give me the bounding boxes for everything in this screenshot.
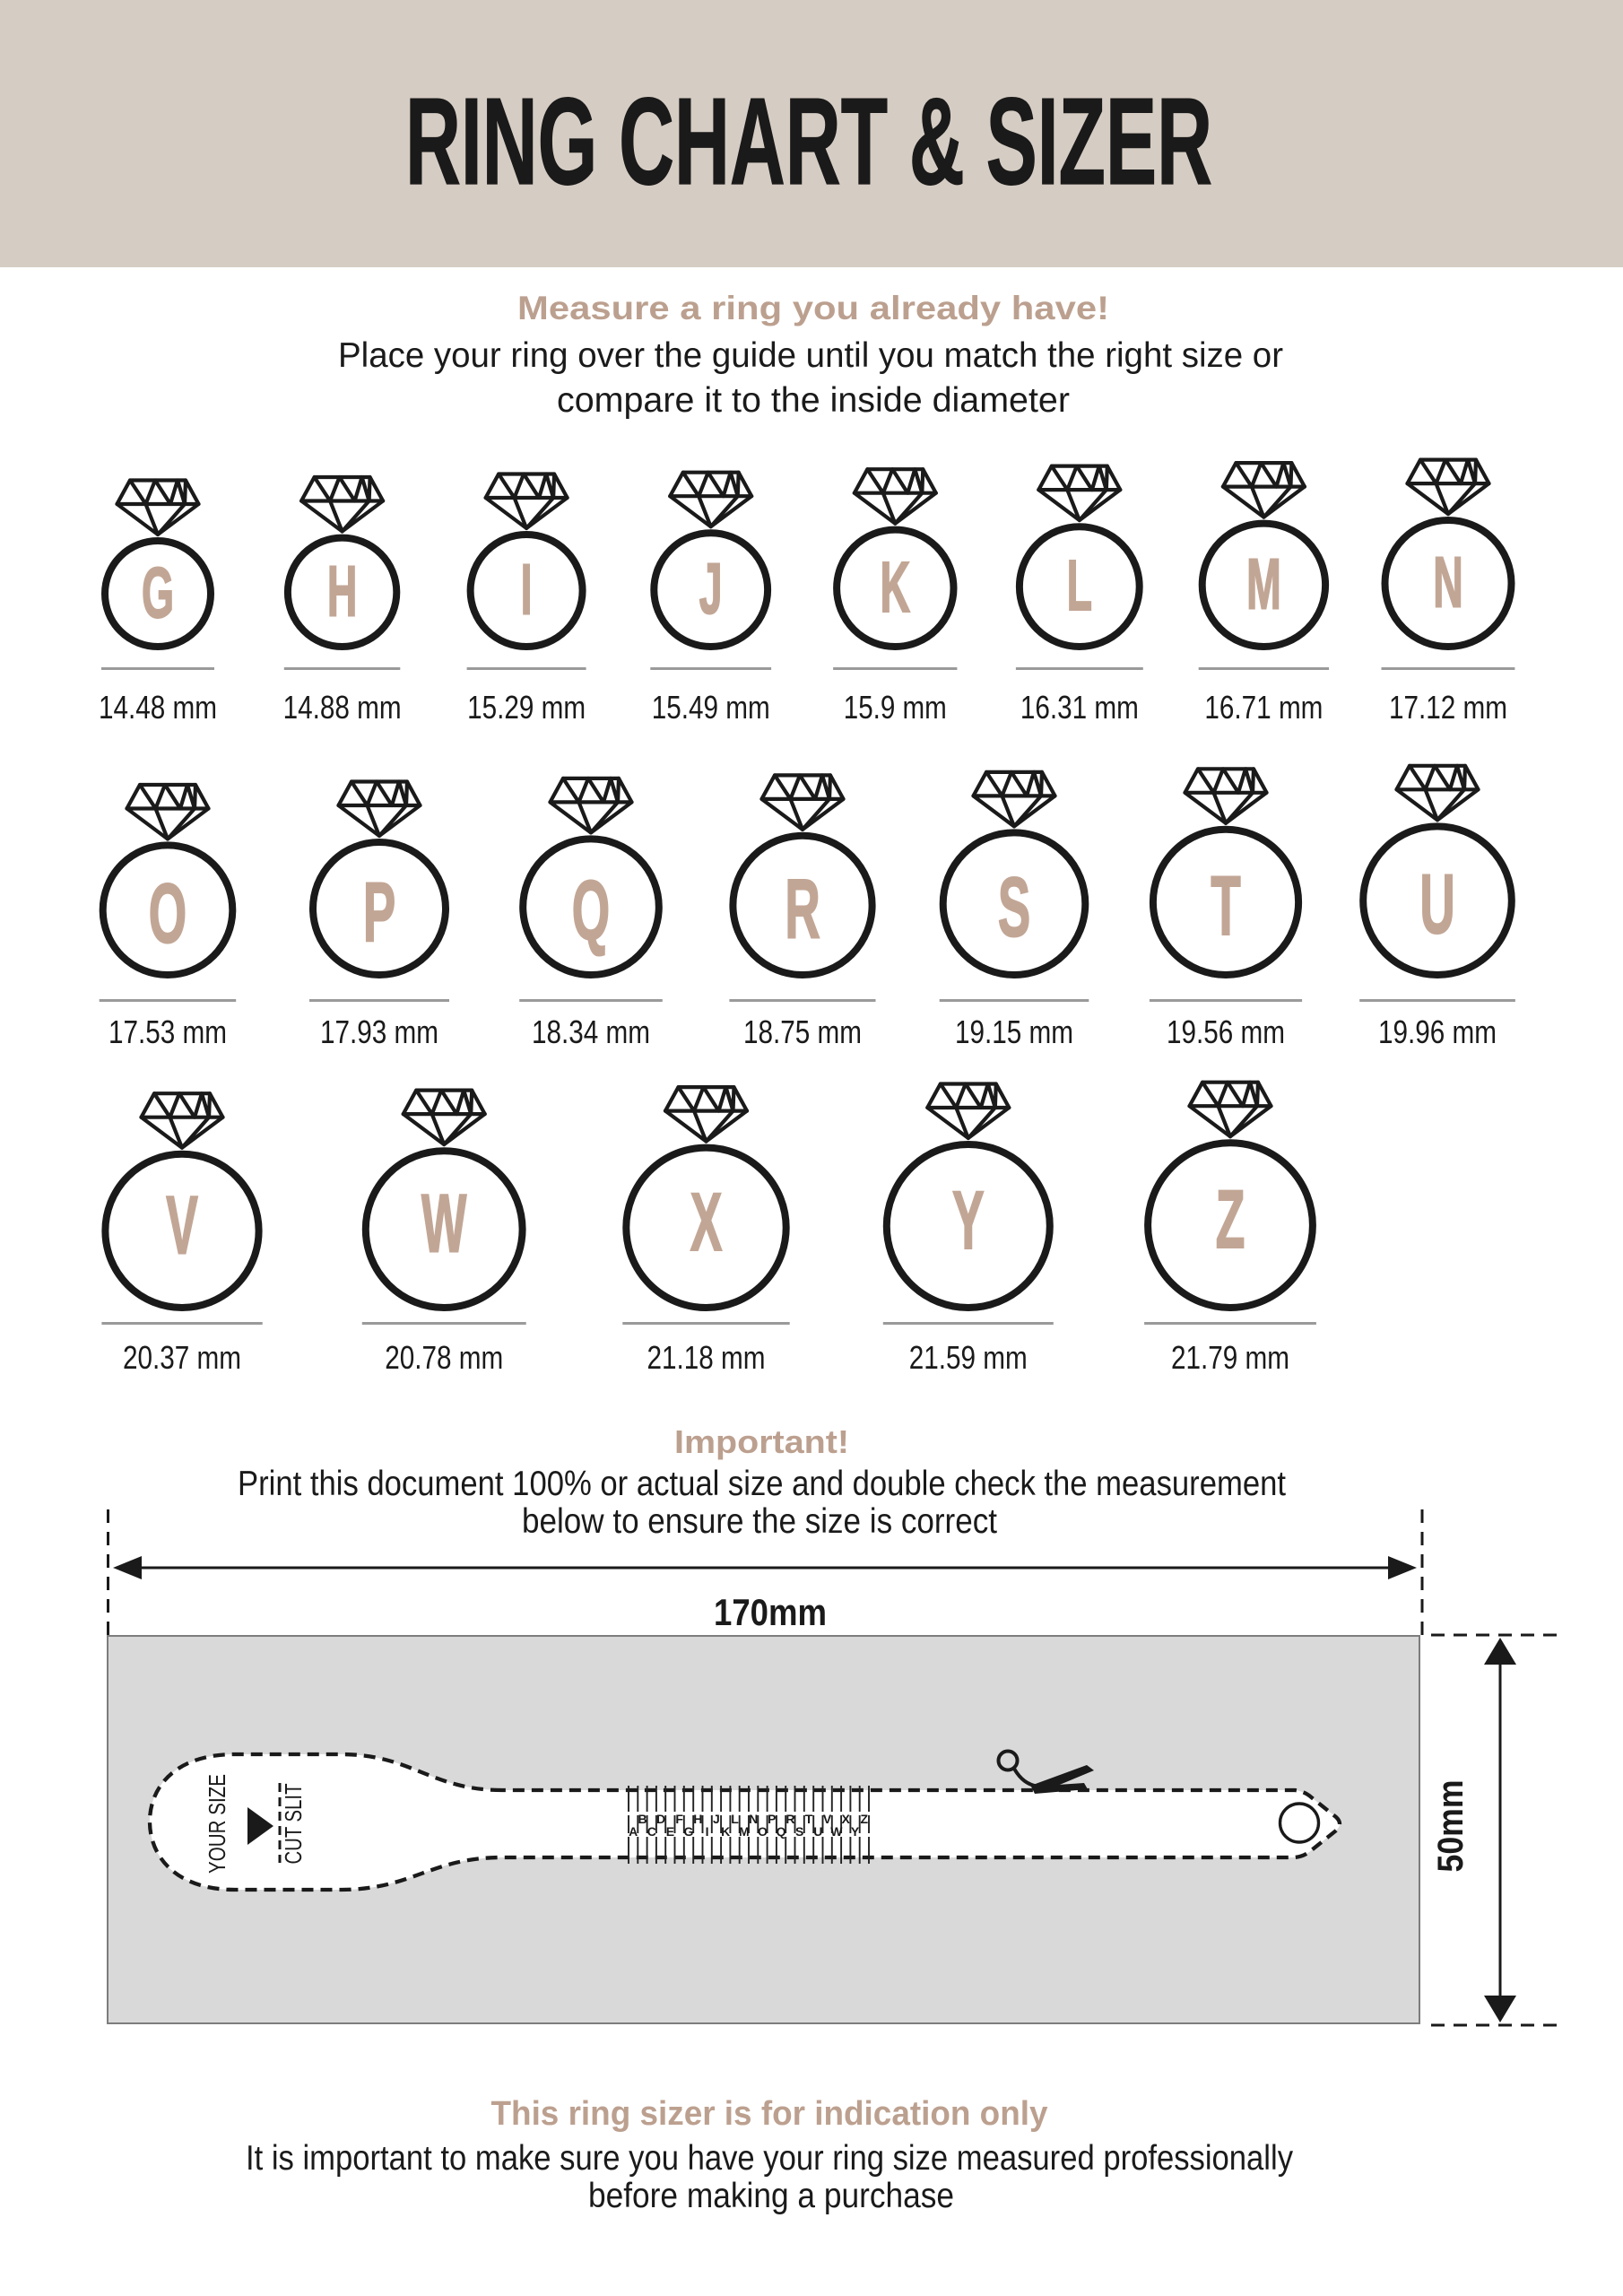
svg-text:I: I <box>706 1824 709 1839</box>
svg-text:W: W <box>421 1177 466 1269</box>
svg-text:20.37 mm: 20.37 mm <box>123 1339 241 1376</box>
svg-text:Measure a ring you already hav: Measure a ring you already have! <box>517 290 1109 326</box>
svg-text:below to ensure the size is co: below to ensure the size is correct <box>522 1502 997 1541</box>
svg-text:N: N <box>749 1812 758 1826</box>
svg-text:14.48 mm: 14.48 mm <box>99 689 217 726</box>
svg-text:21.59 mm: 21.59 mm <box>909 1339 1028 1376</box>
svg-text:X: X <box>842 1812 851 1826</box>
svg-text:19.56 mm: 19.56 mm <box>1167 1013 1285 1050</box>
svg-text:It is important to make sure y: It is important to make sure you have yo… <box>246 2139 1294 2178</box>
svg-text:R: R <box>785 1812 794 1826</box>
svg-text:16.71 mm: 16.71 mm <box>1204 689 1323 726</box>
svg-text:H: H <box>327 551 358 631</box>
svg-text:P: P <box>768 1812 776 1826</box>
svg-text:M: M <box>739 1824 750 1839</box>
svg-text:17.12 mm: 17.12 mm <box>1389 689 1507 726</box>
svg-text:19.96 mm: 19.96 mm <box>1378 1013 1497 1050</box>
svg-text:U: U <box>813 1824 822 1839</box>
svg-text:CUT SLIT: CUT SLIT <box>280 1783 307 1864</box>
svg-text:compare it to the inside diame: compare it to the inside diameter <box>557 381 1070 420</box>
svg-text:50mm: 50mm <box>1431 1780 1471 1873</box>
svg-text:J: J <box>699 548 723 628</box>
svg-text:D: D <box>656 1812 665 1826</box>
svg-text:RING CHART & SIZER: RING CHART & SIZER <box>405 73 1212 211</box>
svg-text:K: K <box>881 547 911 627</box>
svg-text:19.15 mm: 19.15 mm <box>955 1013 1073 1050</box>
svg-text:Print this document 100% or ac: Print this document 100% or actual size … <box>238 1465 1286 1503</box>
svg-text:P: P <box>363 865 395 960</box>
svg-text:170mm: 170mm <box>714 1591 827 1633</box>
svg-text:This ring sizer is for indicat: This ring sizer is for indication only <box>491 2095 1048 2133</box>
svg-text:L: L <box>731 1812 739 1826</box>
svg-text:O: O <box>758 1824 768 1839</box>
svg-text:I: I <box>521 549 533 629</box>
svg-text:Z: Z <box>1216 1173 1245 1265</box>
svg-text:T: T <box>1211 858 1240 952</box>
svg-text:V: V <box>166 1178 198 1271</box>
svg-text:Place your ring over the guide: Place your ring over the guide until you… <box>338 336 1283 375</box>
svg-text:M: M <box>1246 544 1281 623</box>
svg-text:15.49 mm: 15.49 mm <box>652 689 770 726</box>
svg-text:18.75 mm: 18.75 mm <box>743 1013 862 1050</box>
svg-text:before making a purchase: before making a purchase <box>588 2177 954 2215</box>
svg-text:YOUR SIZE: YOUR SIZE <box>204 1774 230 1874</box>
svg-text:21.18 mm: 21.18 mm <box>647 1339 766 1376</box>
svg-text:Important!: Important! <box>674 1423 849 1460</box>
svg-text:O: O <box>149 866 187 961</box>
svg-text:17.93 mm: 17.93 mm <box>320 1013 438 1050</box>
svg-text:20.78 mm: 20.78 mm <box>385 1339 503 1376</box>
svg-text:C: C <box>647 1824 656 1839</box>
svg-text:G: G <box>684 1824 694 1839</box>
svg-text:Y: Y <box>851 1824 860 1839</box>
svg-text:E: E <box>666 1824 674 1839</box>
svg-text:15.29 mm: 15.29 mm <box>467 689 586 726</box>
svg-text:A: A <box>629 1824 638 1839</box>
svg-text:S: S <box>998 860 1030 954</box>
svg-text:B: B <box>638 1812 647 1826</box>
svg-text:Y: Y <box>952 1174 985 1266</box>
svg-text:17.53 mm: 17.53 mm <box>108 1013 227 1050</box>
svg-text:15.9 mm: 15.9 mm <box>844 689 947 726</box>
svg-text:21.79 mm: 21.79 mm <box>1171 1339 1289 1376</box>
svg-text:S: S <box>795 1824 803 1839</box>
svg-text:K: K <box>721 1824 730 1839</box>
svg-text:L: L <box>1067 545 1092 625</box>
svg-text:J: J <box>713 1812 720 1826</box>
svg-text:V: V <box>823 1812 832 1826</box>
svg-text:16.31 mm: 16.31 mm <box>1020 689 1139 726</box>
svg-text:G: G <box>142 552 174 632</box>
svg-text:X: X <box>690 1176 723 1268</box>
svg-text:W: W <box>830 1824 843 1839</box>
svg-text:14.88 mm: 14.88 mm <box>283 689 402 726</box>
svg-text:Q: Q <box>777 1824 786 1839</box>
svg-text:U: U <box>1419 857 1454 952</box>
svg-text:Q: Q <box>572 864 610 958</box>
svg-text:Z: Z <box>861 1812 869 1826</box>
svg-text:T: T <box>805 1812 813 1826</box>
svg-text:H: H <box>693 1812 702 1826</box>
svg-text:F: F <box>675 1812 683 1826</box>
svg-text:N: N <box>1433 542 1463 622</box>
svg-text:18.34 mm: 18.34 mm <box>532 1013 650 1050</box>
svg-text:R: R <box>785 862 820 956</box>
